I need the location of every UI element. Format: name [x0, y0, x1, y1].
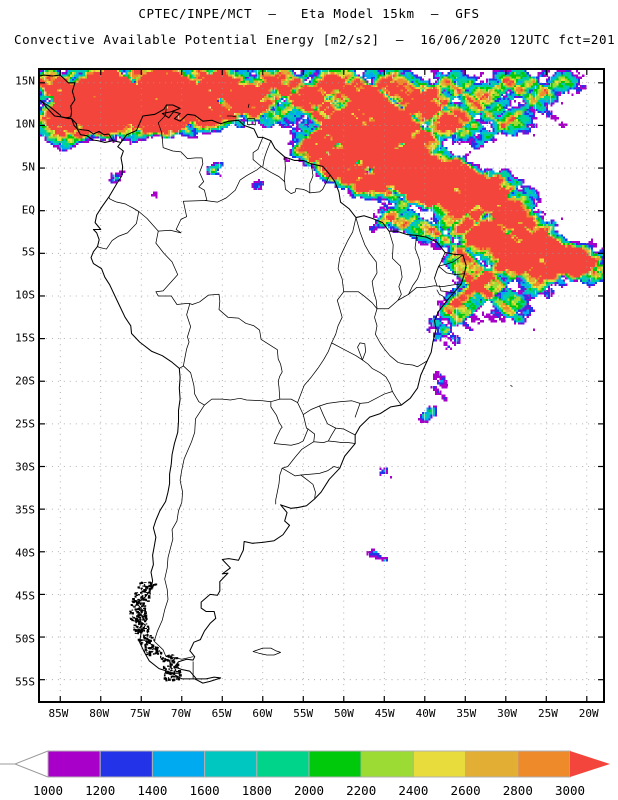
colorbar: 1000 1200 1400 1600 1800 2000 2200 2400 2600 2800…	[0, 745, 618, 800]
colorbar-tick-1000: 1000	[32, 783, 64, 798]
colorbar-tick-2000: 2000	[293, 783, 325, 798]
colorbar-tick-1600: 1600	[189, 783, 220, 798]
chart-title: CPTEC/INPE/MCT — Eta Model 15km — GFS	[138, 6, 480, 21]
x-tick-30W: 30W	[497, 707, 518, 720]
x-tick-55W: 55W	[293, 707, 314, 720]
colorbar-swatches	[0, 750, 610, 778]
x-tick-50W: 50W	[333, 707, 354, 720]
map-gridlines	[40, 70, 603, 701]
y-axis-labels: 15N 10N 5N EQ 5S 10S 15S 20S 25S 30S 35S 40S 45S 50S 5…	[0, 68, 35, 703]
y-tick-10S: 10S	[15, 288, 35, 302]
x-tick-70W: 70W	[170, 707, 191, 720]
y-tick-20S: 20S	[15, 374, 35, 388]
y-tick-5S: 5S	[21, 245, 35, 259]
x-tick-40W: 40W	[415, 707, 436, 720]
y-tick-50S: 50S	[15, 632, 35, 646]
map-coastlines-and-borders	[40, 74, 513, 684]
colorbar-tick-1800: 1800	[241, 783, 272, 798]
y-tick-40S: 40S	[15, 546, 35, 560]
x-axis-labels: 85W 80W 75W 70W 65W 60W 55W 50W 45W 40W 35W 30W 25W 2…	[38, 707, 605, 725]
y-tick-5N: 5N	[21, 160, 35, 174]
x-tick-25W: 25W	[537, 707, 558, 720]
map-plot-area	[38, 68, 605, 703]
x-tick-80W: 80W	[89, 707, 110, 720]
y-tick-25S: 25S	[15, 417, 35, 431]
y-tick-10N: 10N	[15, 117, 35, 131]
x-tick-35W: 35W	[456, 707, 477, 720]
x-tick-45W: 45W	[374, 707, 395, 720]
cape-shaded-field	[40, 70, 603, 562]
y-tick-35S: 35S	[15, 503, 35, 517]
colorbar-tick-2200: 2200	[346, 783, 377, 798]
chart-subtitle: Convective Available Potential Energy [m…	[14, 32, 616, 47]
x-tick-75W: 75W	[130, 707, 150, 720]
colorbar-tick-1400: 1400	[137, 783, 168, 798]
colorbar-tick-2800: 2800	[502, 783, 533, 798]
x-tick-60W: 60W	[252, 707, 273, 720]
x-tick-65W: 65W	[211, 707, 232, 720]
y-tick-15N: 15N	[15, 74, 35, 88]
y-tick-EQ: EQ	[21, 203, 35, 217]
y-tick-55S: 55S	[15, 675, 35, 689]
map-canvas	[40, 70, 603, 701]
colorbar-tick-1200: 1200	[85, 783, 116, 798]
colorbar-tick-3000: 3000	[554, 783, 586, 798]
x-tick-85W: 85W	[48, 707, 69, 720]
colorbar-tick-2400: 2400	[398, 783, 429, 798]
colorbar-tick-2600: 2600	[450, 783, 481, 798]
y-tick-30S: 30S	[15, 460, 35, 474]
y-tick-45S: 45S	[15, 589, 35, 603]
y-tick-15S: 15S	[15, 331, 35, 345]
x-tick-20W: 20W	[578, 707, 599, 720]
